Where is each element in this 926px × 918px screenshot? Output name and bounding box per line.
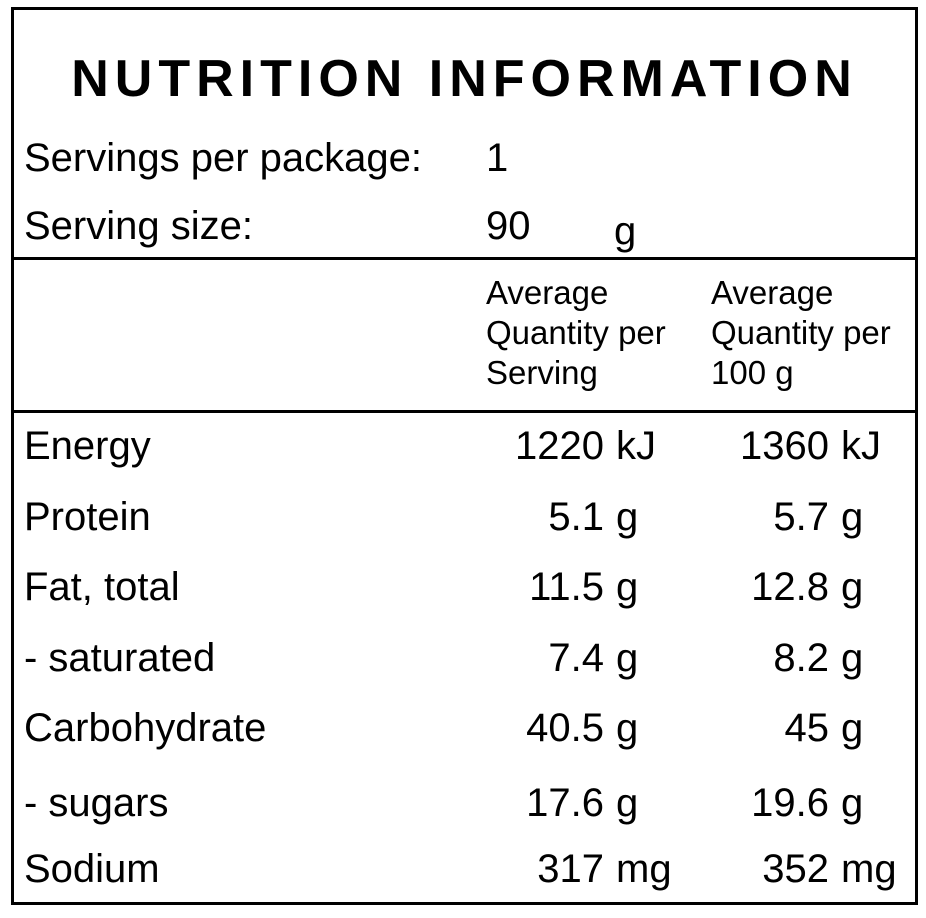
nutrient-name: - saturated: [24, 636, 216, 680]
column-header-line: Quantity per: [486, 314, 666, 351]
nutrient-name: Sodium: [24, 847, 160, 891]
per-serving-unit: kJ: [616, 424, 656, 468]
per-100g-unit: g: [841, 706, 864, 750]
servings-label: Servings per package:: [24, 136, 423, 180]
panel-title: NUTRITION INFORMATION: [71, 50, 858, 108]
per-100g-value: 12.8: [751, 565, 829, 609]
column-header-line: Average: [486, 274, 609, 311]
serving-size-label: Serving size:: [24, 204, 253, 248]
per-100g-unit: g: [841, 495, 864, 539]
nutrient-name: Fat, total: [24, 565, 180, 609]
per-serving-unit: g: [616, 781, 639, 825]
divider-top: [14, 257, 915, 260]
per-100g-value: 5.7: [773, 495, 829, 539]
column-header-line: Serving: [486, 354, 598, 391]
per-serving-unit: g: [616, 636, 639, 680]
per-100g-unit: mg: [841, 847, 897, 891]
per-100g-unit: g: [841, 781, 864, 825]
per-100g-value: 352: [762, 847, 829, 891]
nutrient-name: Carbohydrate: [24, 706, 267, 750]
per-serving-value: 40.5: [526, 706, 604, 750]
column-header-per-100g: Average Quantity per 100 g: [711, 273, 891, 393]
per-100g-unit: kJ: [841, 424, 881, 468]
per-serving-value: 17.6: [526, 781, 604, 825]
per-serving-value: 7.4: [548, 636, 604, 680]
nutrient-name: Energy: [24, 424, 151, 468]
servings-value: 1: [486, 136, 509, 180]
per-serving-unit: g: [616, 706, 639, 750]
column-header-line: Average: [711, 274, 834, 311]
serving-size-value: 90: [486, 204, 531, 248]
per-serving-value: 1220: [515, 424, 604, 468]
per-100g-unit: g: [841, 636, 864, 680]
nutrition-panel: NUTRITION INFORMATION Servings per packa…: [11, 7, 918, 905]
per-100g-value: 19.6: [751, 781, 829, 825]
column-header-line: Quantity per: [711, 314, 891, 351]
per-100g-value: 8.2: [773, 636, 829, 680]
nutrient-name: - sugars: [24, 781, 169, 825]
column-header-per-serving: Average Quantity per Serving: [486, 273, 666, 393]
per-serving-value: 317: [537, 847, 604, 891]
per-serving-value: 5.1: [548, 495, 604, 539]
column-header-line: 100 g: [711, 354, 794, 391]
per-serving-unit: g: [616, 565, 639, 609]
per-100g-value: 45: [784, 706, 830, 750]
per-serving-unit: mg: [616, 847, 672, 891]
divider-header: [14, 410, 915, 413]
per-serving-unit: g: [616, 495, 639, 539]
serving-size-unit: g: [614, 209, 637, 253]
per-serving-value: 11.5: [529, 565, 604, 609]
per-100g-unit: g: [841, 565, 864, 609]
nutrient-name: Protein: [24, 495, 151, 539]
per-100g-value: 1360: [740, 424, 829, 468]
